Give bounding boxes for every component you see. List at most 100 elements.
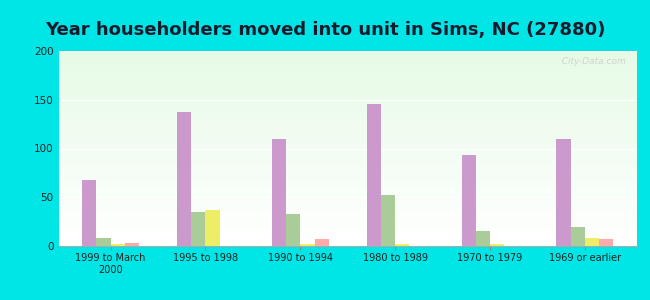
Bar xyxy=(585,238,599,246)
Bar xyxy=(58,241,637,242)
Bar xyxy=(58,171,637,172)
Bar xyxy=(58,54,637,55)
Bar xyxy=(58,64,637,66)
Bar xyxy=(58,176,637,177)
Bar xyxy=(58,160,637,161)
Bar xyxy=(58,190,637,191)
Bar xyxy=(58,166,637,167)
Bar xyxy=(58,71,637,72)
Bar xyxy=(58,222,637,223)
Bar xyxy=(58,177,637,178)
Bar xyxy=(58,218,637,219)
Bar xyxy=(58,130,637,131)
Bar xyxy=(58,201,637,202)
Bar xyxy=(58,107,637,109)
Bar xyxy=(58,66,637,67)
Bar xyxy=(58,128,637,129)
Bar xyxy=(58,80,637,81)
Bar xyxy=(58,165,637,166)
Bar xyxy=(58,100,637,101)
Bar xyxy=(58,193,637,194)
Bar xyxy=(58,117,637,118)
Bar xyxy=(58,76,637,77)
Bar xyxy=(58,131,637,132)
Bar xyxy=(58,52,637,53)
Bar xyxy=(58,103,637,105)
Bar xyxy=(58,179,637,180)
Bar xyxy=(58,245,637,246)
Bar xyxy=(58,240,637,241)
Bar xyxy=(58,74,637,75)
Bar xyxy=(58,217,637,218)
Bar xyxy=(58,135,637,136)
Bar xyxy=(58,181,637,182)
Bar xyxy=(58,207,637,208)
Bar xyxy=(58,136,637,137)
Bar xyxy=(58,109,637,110)
Bar xyxy=(58,97,637,98)
Bar xyxy=(58,230,637,231)
Bar xyxy=(58,51,637,52)
Bar xyxy=(58,92,637,93)
Bar xyxy=(58,110,637,111)
Bar xyxy=(177,112,191,246)
Bar xyxy=(58,120,637,121)
Bar xyxy=(82,180,96,246)
Bar xyxy=(58,157,637,158)
Bar xyxy=(58,153,637,154)
Bar xyxy=(58,223,637,224)
Bar xyxy=(58,161,637,162)
Bar xyxy=(125,243,139,246)
Bar xyxy=(58,93,637,94)
Bar xyxy=(58,132,637,133)
Bar xyxy=(58,89,637,90)
Bar xyxy=(58,102,637,103)
Bar xyxy=(58,198,637,199)
Bar xyxy=(58,167,637,168)
Bar xyxy=(58,235,637,236)
Bar xyxy=(58,63,637,64)
Bar xyxy=(58,139,637,140)
Bar xyxy=(58,134,637,135)
Bar xyxy=(58,88,637,89)
Bar xyxy=(58,237,637,238)
Bar xyxy=(58,98,637,99)
Bar xyxy=(58,81,637,82)
Bar xyxy=(367,103,381,246)
Bar xyxy=(58,229,637,230)
Bar xyxy=(58,133,637,134)
Bar xyxy=(58,233,637,234)
Bar xyxy=(58,122,637,123)
Bar xyxy=(58,168,637,169)
Bar xyxy=(599,239,614,246)
Bar xyxy=(58,55,637,56)
Bar xyxy=(58,72,637,74)
Bar xyxy=(58,172,637,173)
Bar xyxy=(58,90,637,91)
Bar xyxy=(58,214,637,215)
Bar xyxy=(58,84,637,85)
Bar xyxy=(58,188,637,190)
Bar xyxy=(58,212,637,213)
Bar xyxy=(476,231,490,246)
Bar xyxy=(58,149,637,150)
Bar xyxy=(58,224,637,226)
Bar xyxy=(58,145,637,146)
Bar xyxy=(58,58,637,59)
Bar xyxy=(58,87,637,88)
Bar xyxy=(58,126,637,127)
Bar xyxy=(58,227,637,229)
Text: City-Data.com: City-Data.com xyxy=(556,57,625,66)
Bar xyxy=(58,70,637,71)
Bar xyxy=(58,204,637,205)
Bar xyxy=(556,139,571,246)
Bar xyxy=(58,159,637,160)
Bar xyxy=(381,195,395,246)
Bar xyxy=(58,105,637,106)
Bar xyxy=(58,169,637,170)
Bar xyxy=(58,53,637,54)
Bar xyxy=(58,163,637,164)
Text: Year householders moved into unit in Sims, NC (27880): Year householders moved into unit in Sim… xyxy=(45,21,605,39)
Bar xyxy=(58,216,637,217)
Bar xyxy=(58,238,637,239)
